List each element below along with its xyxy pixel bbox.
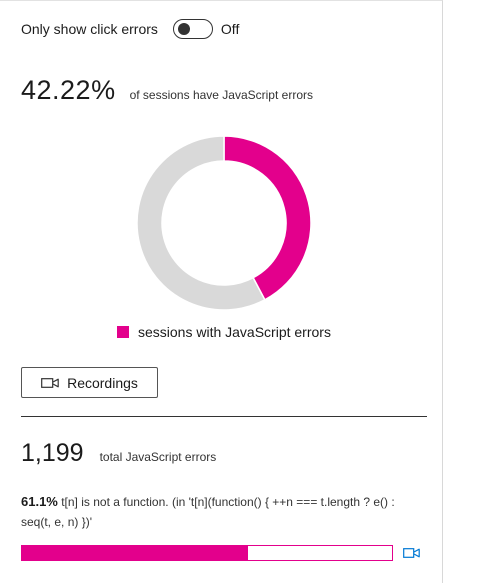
error-entry-description: 61.1% t[n] is not a function. (in 't[n](… [21, 492, 421, 532]
total-errors-count: 1,199 [21, 439, 84, 467]
javascript-errors-card: Only show click errors Off 42.22% of ses… [0, 0, 443, 583]
toggle-knob [177, 23, 190, 35]
recordings-button[interactable]: Recordings [21, 367, 158, 398]
sessions-error-donut-chart [136, 135, 312, 311]
legend-swatch [117, 326, 129, 338]
error-percent: 61.1% [21, 494, 58, 509]
click-errors-toggle-label: Only show click errors [21, 21, 158, 37]
video-camera-icon [41, 377, 59, 388]
click-errors-toggle[interactable] [172, 19, 213, 39]
section-divider [21, 416, 427, 417]
video-camera-icon[interactable] [403, 547, 420, 559]
recordings-button-label: Recordings [67, 374, 138, 391]
error-share-bar [21, 545, 393, 561]
error-share-bar-fill [22, 546, 249, 560]
donut-slice-remaining [136, 135, 266, 311]
donut-slice-errors [223, 135, 312, 301]
chart-legend: sessions with JavaScript errors [117, 324, 331, 340]
sessions-error-stat: 42.22% of sessions have JavaScript error… [21, 75, 313, 106]
sessions-error-caption: of sessions have JavaScript errors [129, 88, 313, 102]
toggle-state-label: Off [220, 21, 240, 37]
error-message: t[n] is not a function. (in 't[n](functi… [21, 495, 395, 529]
sessions-error-percent: 42.22% [21, 75, 116, 105]
total-errors-caption: total JavaScript errors [99, 450, 217, 464]
legend-label: sessions with JavaScript errors [138, 324, 331, 340]
click-errors-filter: Only show click errors Off [21, 18, 239, 40]
total-errors-stat: 1,199 total JavaScript errors [21, 439, 216, 468]
